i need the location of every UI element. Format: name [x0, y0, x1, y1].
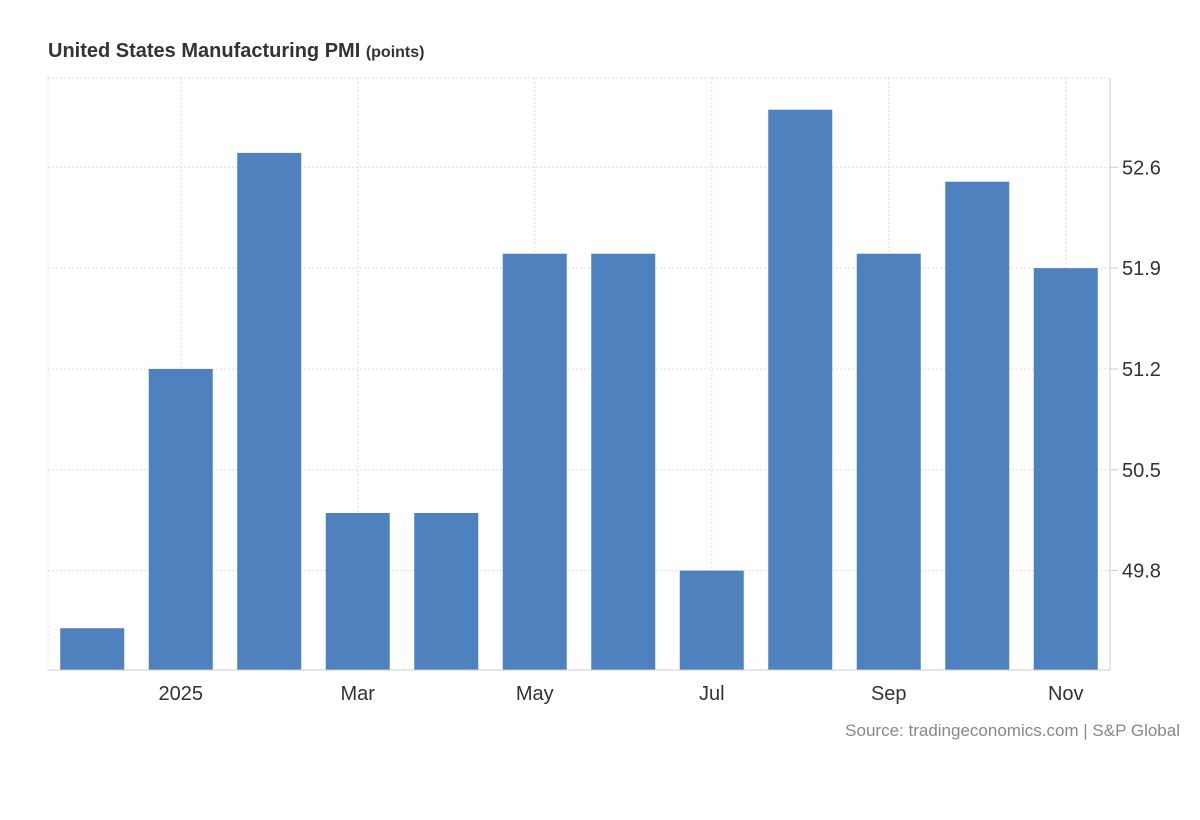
- bar-feb-2025: [237, 152, 302, 670]
- bar-aug-2025: [768, 109, 833, 670]
- bar-nov-2025: [1033, 268, 1098, 670]
- bar-sep-2025: [856, 253, 921, 671]
- bar-jul-2025: [679, 570, 744, 670]
- y-tick-label: 51.2: [1122, 359, 1161, 381]
- title-text: United States Manufacturing PMI: [48, 40, 361, 62]
- bar-oct-2025: [945, 181, 1010, 671]
- y-tick-label: 50.5: [1122, 460, 1161, 482]
- y-tick-label: 52.6: [1122, 157, 1161, 179]
- x-tick-label: May: [516, 683, 554, 705]
- source-note: Source: tradingeconomics.com | S&P Globa…: [845, 721, 1180, 740]
- chart-title: United States Manufacturing PMI (points): [48, 40, 424, 63]
- y-tick-label: 49.8: [1122, 561, 1161, 583]
- bar-apr-2025: [414, 512, 479, 670]
- x-tick-label: Nov: [1048, 683, 1084, 705]
- bar-dec-2024: [60, 628, 125, 670]
- y-tick-label: 51.9: [1122, 258, 1161, 280]
- bar-may-2025: [502, 253, 567, 671]
- x-tick-label: Mar: [341, 683, 376, 705]
- title-unit: (points): [365, 44, 425, 61]
- bar-jan-2025: [148, 368, 213, 670]
- bar-mar-2025: [325, 512, 390, 670]
- x-tick-label: Jul: [699, 683, 725, 705]
- bar-jun-2025: [591, 253, 656, 671]
- x-tick-label: 2025: [159, 683, 204, 705]
- x-tick-label: Sep: [871, 683, 907, 705]
